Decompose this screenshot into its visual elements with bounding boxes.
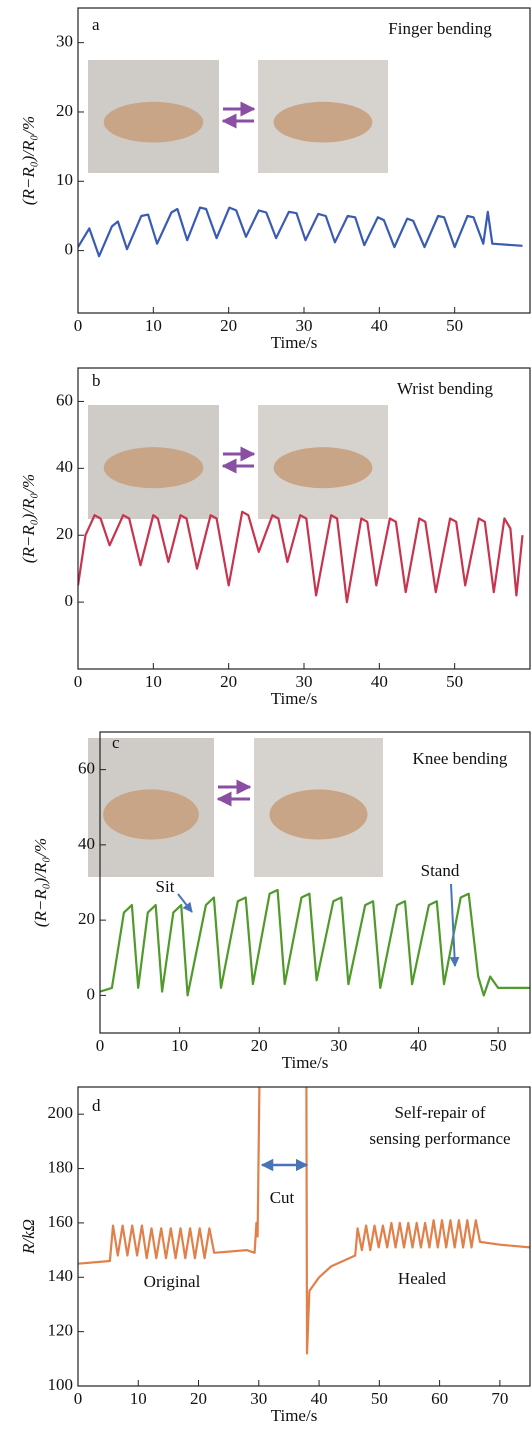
x-tick-label: 30 [250,1389,267,1408]
y-tick-label: 160 [48,1212,74,1231]
x-tick-label: 10 [171,1036,188,1055]
x-axis-label: Time/s [282,1053,329,1072]
x-tick-label: 20 [190,1389,207,1408]
annotation: Original [144,1272,201,1291]
x-tick-label: 50 [446,316,463,335]
y-axis-label: R/kΩ [19,1219,38,1255]
y-tick-label: 120 [48,1321,74,1340]
annotation: Wrist bending [397,379,494,398]
y-axis-label: (R−R₀)/R₀/% [31,838,50,927]
y-tick-label: 40 [56,457,73,476]
x-tick-label: 30 [330,1036,347,1055]
annotation: Self-repair of [394,1103,485,1122]
x-tick-label: 40 [371,316,388,335]
y-tick-label: 20 [78,909,95,928]
data-line [78,512,523,602]
y-tick-label: 40 [78,834,95,853]
x-tick-label: 10 [130,1389,147,1408]
y-tick-label: 0 [65,240,74,259]
x-tick-label: 20 [220,672,237,691]
y-tick-label: 60 [56,390,73,409]
page: 0 10 20 30 0 10 20 30 40 50 Time/s (R−R₀)/R₀/% a Fing… [0,0,532,1432]
annotation: Healed [398,1269,447,1288]
y-axis-label: (R−R₀)/R₀/% [19,474,38,563]
photo-subject [103,789,199,839]
annotation: Finger bending [388,19,492,38]
x-axis-label: Time/s [271,1406,318,1425]
data-line [78,1087,530,1353]
x-tick-label: 10 [145,316,162,335]
y-tick-label: 140 [48,1266,74,1285]
x-tick-label: 70 [491,1389,508,1408]
y-tick-label: 0 [65,591,74,610]
y-tick-label: 30 [56,32,73,51]
x-tick-label: 0 [74,1389,83,1408]
panel-label: d [92,1096,101,1115]
y-tick-label: 20 [56,524,73,543]
x-tick-label: 50 [490,1036,507,1055]
x-tick-label: 40 [410,1036,427,1055]
photo-subject [269,789,367,839]
annotation: Cut [270,1188,295,1207]
photo-subject [104,447,204,488]
panel-label: a [92,15,100,34]
x-tick-label: 40 [371,672,388,691]
y-tick-label: 200 [48,1103,74,1122]
x-tick-label: 0 [96,1036,105,1055]
panel-label: c [112,733,120,752]
x-axis-label: Time/s [271,689,318,708]
panel-label: b [92,371,101,390]
annotation: Sit [156,877,175,896]
data-line [78,208,523,257]
y-tick-label: 10 [56,170,73,189]
photo-subject [274,447,373,488]
x-axis-label: Time/s [271,333,318,352]
data-line [100,890,530,995]
y-tick-label: 0 [87,984,96,1003]
annotation: Knee bending [413,749,508,768]
x-tick-label: 50 [446,672,463,691]
x-tick-label: 0 [74,672,83,691]
annotation: Stand [421,861,460,880]
x-tick-label: 50 [371,1389,388,1408]
figure: 0 10 20 30 0 10 20 30 40 50 Time/s (R−R₀)/R₀/% a Fing… [0,0,532,1432]
annotation: sensing performance [369,1129,510,1148]
x-tick-label: 20 [220,316,237,335]
pointer-arrow [178,894,192,912]
y-axis-label: (R−R₀)/R₀/% [19,116,38,205]
x-tick-label: 20 [251,1036,268,1055]
photo-subject [104,102,204,143]
y-tick-label: 20 [56,101,73,120]
photo-subject [274,102,373,143]
y-tick-label: 60 [78,759,95,778]
x-tick-label: 10 [145,672,162,691]
y-tick-label: 100 [48,1375,74,1394]
x-tick-label: 60 [431,1389,448,1408]
y-tick-label: 180 [48,1157,74,1176]
x-tick-label: 0 [74,316,83,335]
